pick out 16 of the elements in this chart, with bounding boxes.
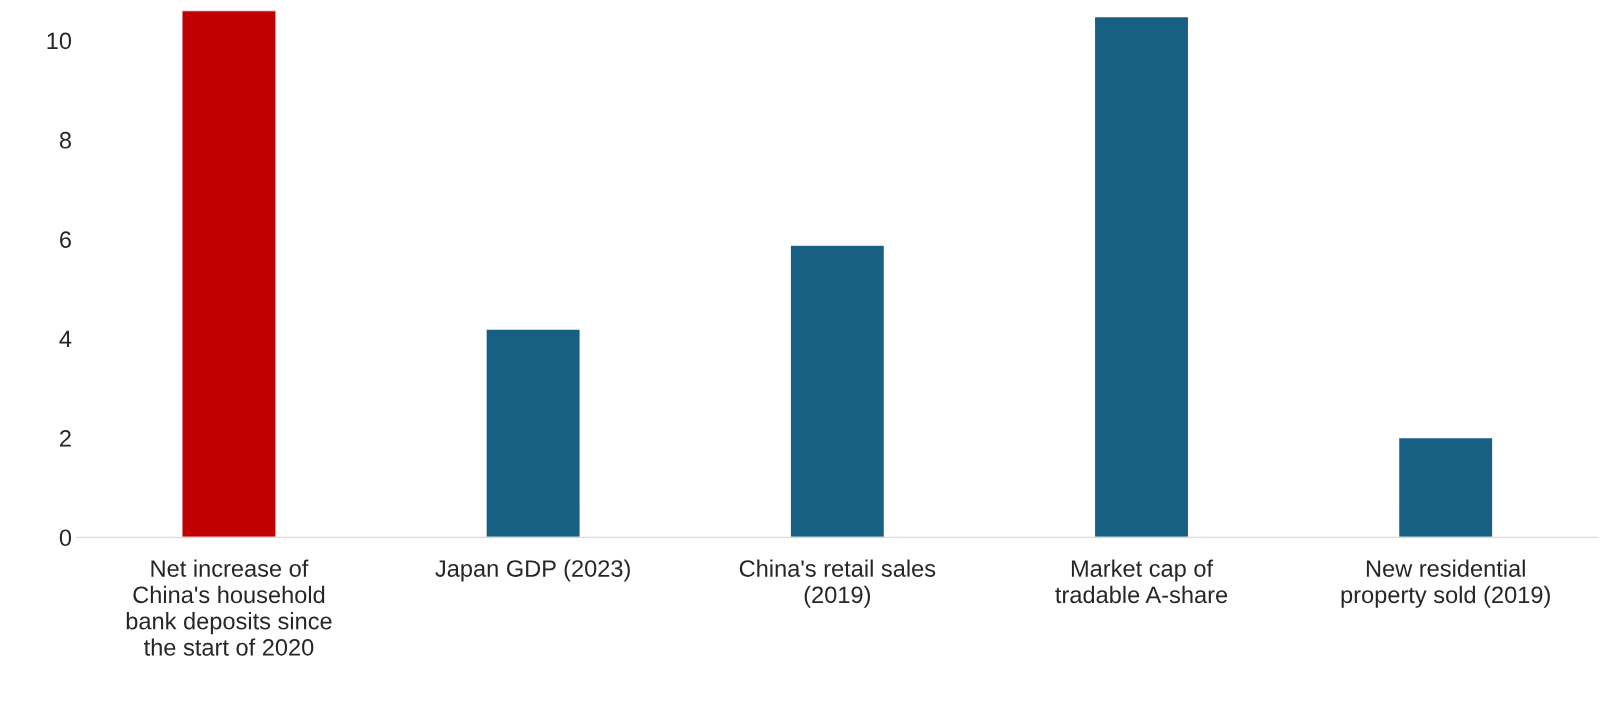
bar [1397,436,1494,538]
bar [789,244,886,538]
y-tick-label: 6 [60,231,71,248]
y-tick-label: 8 [59,131,71,149]
bar [181,10,277,538]
y-tick-label: 4 [59,330,72,348]
y-tick-label: 0 [59,529,72,547]
bar [485,328,581,538]
x-tick-label: New residential property sold (2019) [1341,559,1550,608]
y-tick-label: 10 [47,32,72,50]
bar [1093,15,1190,538]
x-tick-label: Net increase of China's household bank deposits since the start of 2020 [126,559,332,656]
x-tick-label: Japan GDP (2023) [435,559,630,582]
x-tick-label: China's retail sales (2019) [739,559,936,608]
x-tick-label: Market cap of tradable A-share [1055,559,1228,604]
y-tick-label: 2 [60,430,71,447]
